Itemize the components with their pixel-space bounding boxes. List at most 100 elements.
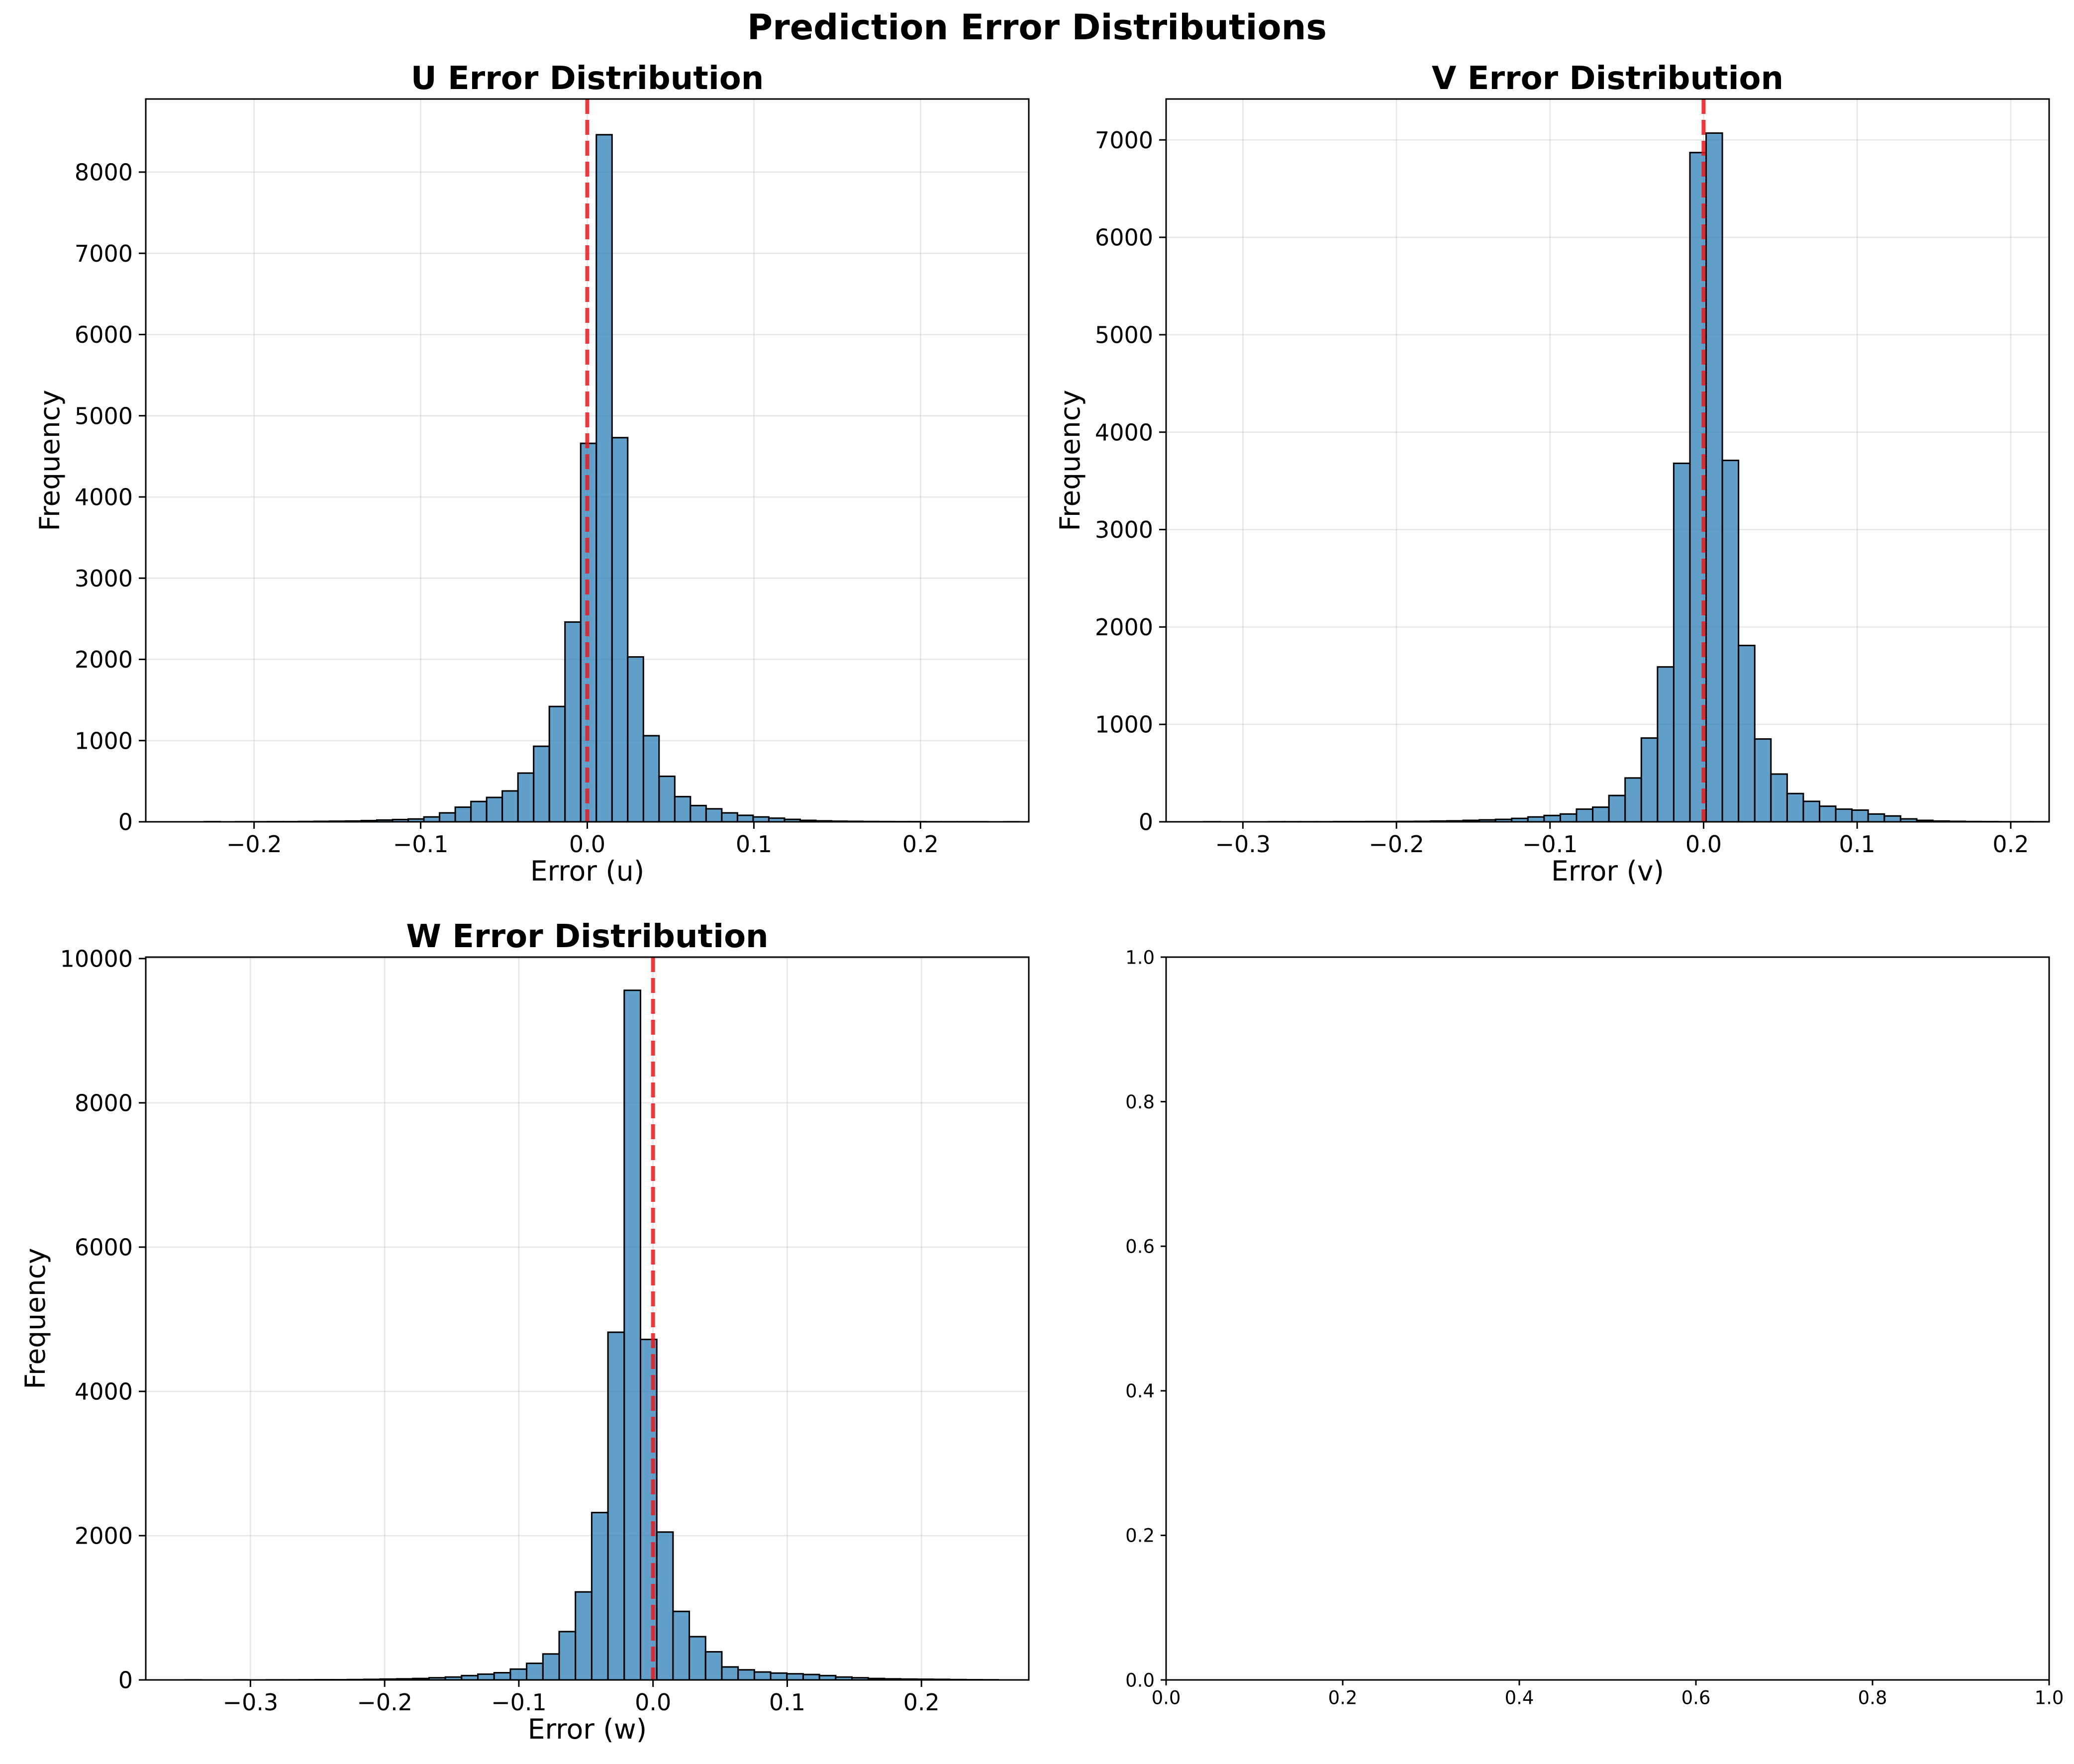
histogram-bar [623,989,641,1681]
figure-title: Prediction Error Distributions [747,7,1327,48]
histogram-bar [595,134,613,823]
x-tick-label: 0.2 [1328,1687,1358,1709]
histogram-bar [477,1673,495,1681]
y-tick-label: 1000 [1095,711,1153,738]
histogram-bar [705,808,723,823]
histogram-bar [575,1591,593,1681]
x-axis-label: Error (w) [528,1713,647,1745]
x-tick-label: −0.2 [1369,831,1424,858]
axes-frame [145,956,1030,1681]
histogram-bars [203,134,1021,823]
x-tick-label: 0.1 [1839,831,1876,858]
x-tick-label: 0.2 [903,1689,940,1716]
x-tick-label: 0.8 [1858,1687,1887,1709]
y-tick-label: 4000 [1095,419,1153,446]
histogram-bar [1592,806,1610,823]
histogram-bar [1786,792,1804,823]
histogram-bar [642,735,660,823]
subplot-4: 0.0 0.2 0.4 0.6 0.8 1.0 0.0 0.2 0.4 0.6 0.8 1.0 [1125,947,2064,1708]
y-tick-label: 6000 [1095,224,1153,251]
histogram-bar [658,776,676,823]
histogram-bar [1738,645,1756,823]
histogram-bars [1203,132,2047,823]
y-tick-label: 8000 [75,159,133,186]
histogram-bar [1835,808,1853,823]
x-axis-label: Error (v) [1551,855,1664,887]
histogram-bar [470,800,488,823]
histogram-bar [501,790,519,823]
histogram-bars [184,989,999,1681]
histogram-bar [558,1631,577,1681]
y-tick-label: 0.6 [1125,1236,1155,1258]
y-tick-label: 4000 [75,1378,133,1405]
x-tick-label: −0.1 [491,1689,547,1716]
y-tick-label: 5000 [1095,321,1153,348]
histogram-bar [1543,814,1561,823]
histogram-bar [1673,462,1691,823]
y-tick-label: 0 [1139,809,1153,836]
y-tick-label: 0 [118,1667,133,1694]
y-axis-label: Frequency [1054,390,1086,531]
x-tick-label: −0.1 [1522,831,1578,858]
x-tick-label: −0.2 [226,831,282,858]
y-tick-label: 3000 [1095,516,1153,543]
histogram-bar [704,1651,723,1681]
subplot-3: −0.3 −0.2 −0.1 0.0 0.1 0.2 0 2000 4000 6000 8000 10… [19,918,1030,1745]
y-tick-label: 8000 [75,1089,133,1116]
histogram-bar [1883,815,1901,823]
x-tick-label: −0.3 [1215,831,1271,858]
y-tick-label: 10000 [60,945,133,972]
histogram-bar [1705,132,1723,823]
x-tick-label: 0.1 [769,1689,805,1716]
histogram-bar [542,1653,560,1681]
histogram-bar [526,1663,544,1681]
y-tick-label: 0.4 [1125,1380,1155,1402]
histogram-bar [721,812,738,823]
histogram-bar [591,1512,609,1681]
x-tick-label: 0.2 [1992,831,2029,858]
x-tick-label: −0.1 [393,831,449,858]
x-tick-label: 1.0 [2035,1687,2064,1709]
histogram-bar [607,1331,625,1681]
histogram-bar [753,1671,772,1681]
y-tick-label: 0.0 [1125,1669,1155,1691]
histogram-bar [564,621,582,823]
histogram-bar [1819,805,1837,823]
histogram-bar [509,1668,528,1681]
histogram-bar [1576,808,1594,823]
histogram-bar [672,1610,691,1681]
histogram-bar [1608,794,1626,823]
x-tick-label: −0.3 [223,1689,279,1716]
histogram-bar [1559,813,1578,823]
y-tick-label: 1000 [75,727,133,754]
y-tick-label: 4000 [75,484,133,511]
histogram-bar [721,1666,739,1681]
histogram-bar [802,1673,820,1681]
subplot-title: U Error Distribution [411,60,764,97]
histogram-bar [690,804,707,823]
histogram-bar [786,1673,804,1681]
y-tick-label: 7000 [75,240,133,267]
histogram-bar [627,656,644,823]
histogram-bar [656,1531,674,1681]
y-tick-label: 1.0 [1125,947,1155,968]
histogram-bar [439,812,456,823]
histogram-bar [611,437,629,823]
subplot-2: −0.3 −0.2 −0.1 0.0 0.1 0.2 0 1000 2000 3000 4000 50… [1054,60,2050,887]
subplot-1: −0.2 −0.1 0.0 0.1 0.2 0 1000 2000 3000 4000 5000 60… [34,60,1030,887]
histogram-bar [486,796,503,823]
y-tick-label: 2000 [75,646,133,673]
histogram-bar [770,1672,788,1681]
histogram-bar [737,1669,755,1681]
x-tick-label: −0.2 [357,1689,412,1716]
histogram-bar [1721,460,1740,823]
histogram-bar [1802,800,1821,823]
histogram-bar [454,806,472,823]
histogram-bar [548,705,566,823]
histogram-bar [674,795,691,823]
histogram-bar [533,745,550,823]
x-tick-label: 0.4 [1505,1687,1534,1709]
histogram-bar [1640,737,1659,823]
